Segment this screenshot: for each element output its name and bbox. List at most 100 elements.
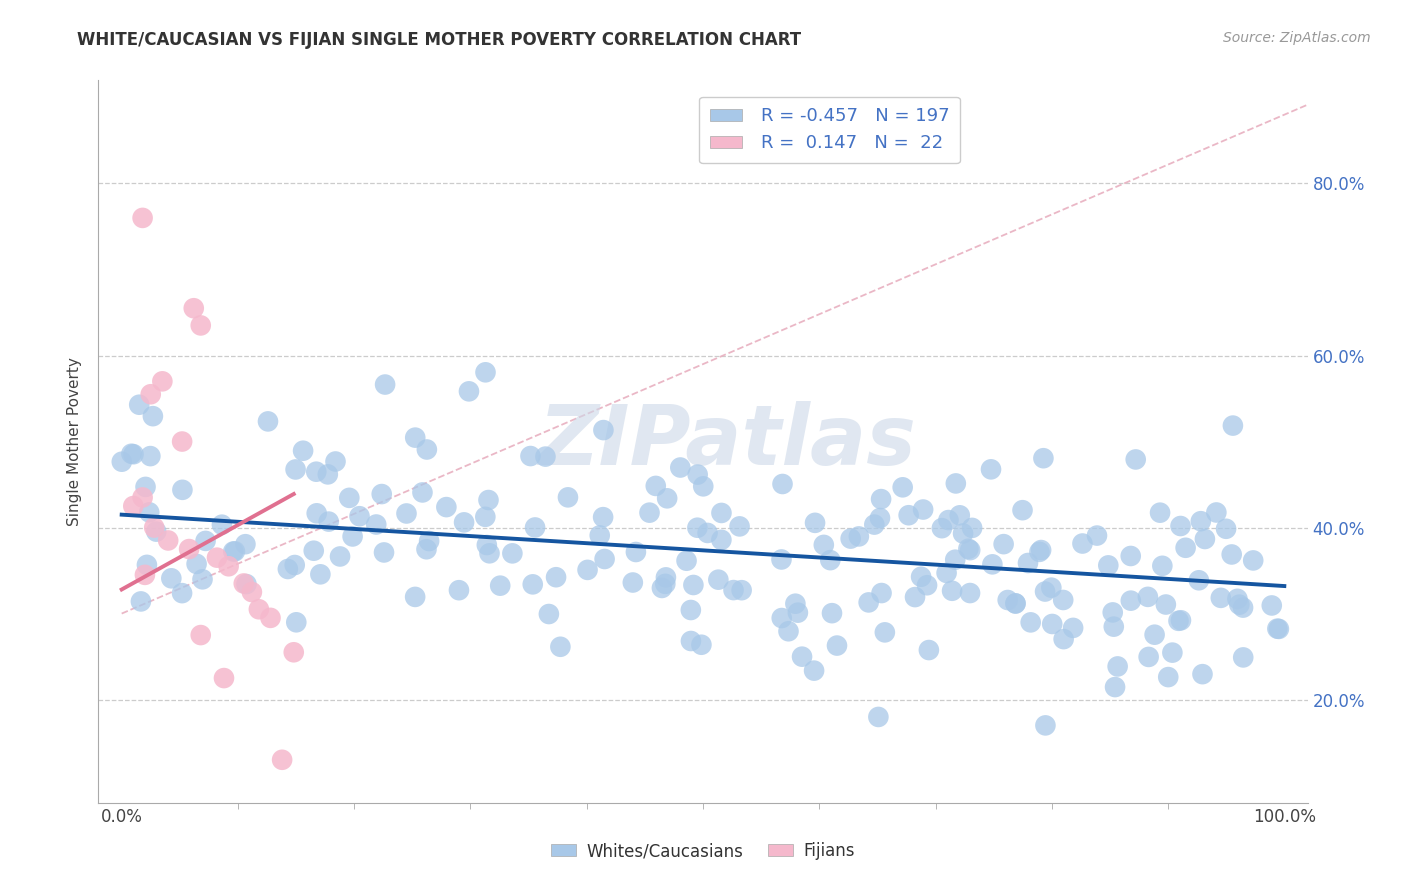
Point <box>302 543 325 558</box>
Point <box>205 550 228 565</box>
Point <box>959 543 981 558</box>
Point <box>592 510 614 524</box>
Point <box>943 552 966 566</box>
Point <box>447 583 470 598</box>
Point <box>1032 451 1054 466</box>
Point <box>120 447 142 461</box>
Point <box>240 585 263 599</box>
Point <box>478 546 501 560</box>
Point <box>557 491 579 505</box>
Point <box>157 533 180 548</box>
Point <box>138 505 160 519</box>
Point <box>1232 600 1254 615</box>
Point <box>232 576 254 591</box>
Point <box>1035 718 1057 732</box>
Point <box>707 573 730 587</box>
Point <box>544 570 567 584</box>
Point <box>415 542 437 557</box>
Point <box>122 499 145 513</box>
Point <box>366 517 388 532</box>
Point <box>477 493 499 508</box>
Point <box>129 594 152 608</box>
Point <box>404 590 426 604</box>
Point <box>135 480 157 494</box>
Point <box>183 301 205 316</box>
Point <box>218 559 240 574</box>
Point <box>305 506 328 520</box>
Point <box>222 544 245 558</box>
Point <box>318 515 340 529</box>
Point <box>1189 514 1212 528</box>
Point <box>1017 556 1039 570</box>
Point <box>949 508 972 523</box>
Point <box>839 532 862 546</box>
Point <box>1161 646 1184 660</box>
Point <box>1268 622 1291 636</box>
Point <box>1170 519 1192 533</box>
Point <box>1194 532 1216 546</box>
Point <box>959 586 981 600</box>
Point <box>960 521 983 535</box>
Text: WHITE/CAUCASIAN VS FIJIAN SINGLE MOTHER POVERTY CORRELATION CHART: WHITE/CAUCASIAN VS FIJIAN SINGLE MOTHER … <box>77 31 801 49</box>
Point <box>191 572 214 586</box>
Point <box>172 586 194 600</box>
Point <box>474 509 496 524</box>
Point <box>342 529 364 543</box>
Point <box>1170 613 1192 627</box>
Point <box>686 521 709 535</box>
Point <box>696 525 718 540</box>
Point <box>134 567 156 582</box>
Point <box>912 502 935 516</box>
Point <box>730 583 752 598</box>
Point <box>284 558 307 572</box>
Point <box>186 557 208 571</box>
Point <box>316 467 339 482</box>
Point <box>904 590 927 604</box>
Point <box>821 606 844 620</box>
Point <box>143 520 166 534</box>
Point <box>524 520 547 534</box>
Point <box>941 583 963 598</box>
Legend: Whites/Caucasians, Fijians: Whites/Caucasians, Fijians <box>544 836 862 867</box>
Point <box>644 479 666 493</box>
Point <box>194 533 217 548</box>
Point <box>654 577 676 591</box>
Point <box>1143 628 1166 642</box>
Point <box>235 577 257 591</box>
Point <box>145 524 167 539</box>
Point <box>915 578 938 592</box>
Text: ZIPatlas: ZIPatlas <box>538 401 917 482</box>
Point <box>675 554 697 568</box>
Point <box>873 625 896 640</box>
Point <box>723 583 745 598</box>
Point <box>550 640 572 654</box>
Point <box>190 628 212 642</box>
Point <box>682 578 704 592</box>
Point <box>135 558 157 572</box>
Point <box>172 483 194 497</box>
Point <box>122 447 145 461</box>
Point <box>1152 558 1174 573</box>
Point <box>1029 543 1052 558</box>
Point <box>1205 506 1227 520</box>
Point <box>638 506 661 520</box>
Point <box>1004 596 1026 610</box>
Point <box>1071 536 1094 550</box>
Point <box>1033 584 1056 599</box>
Point <box>519 449 541 463</box>
Point <box>373 545 395 559</box>
Point <box>1174 541 1197 555</box>
Point <box>475 538 498 552</box>
Point <box>863 517 886 532</box>
Point <box>411 485 433 500</box>
Point <box>285 615 308 630</box>
Point <box>305 465 328 479</box>
Point <box>259 611 281 625</box>
Point <box>404 431 426 445</box>
Point <box>657 491 679 506</box>
Point <box>869 511 891 525</box>
Point <box>804 516 827 530</box>
Point <box>1232 650 1254 665</box>
Point <box>172 434 194 449</box>
Point <box>395 507 418 521</box>
